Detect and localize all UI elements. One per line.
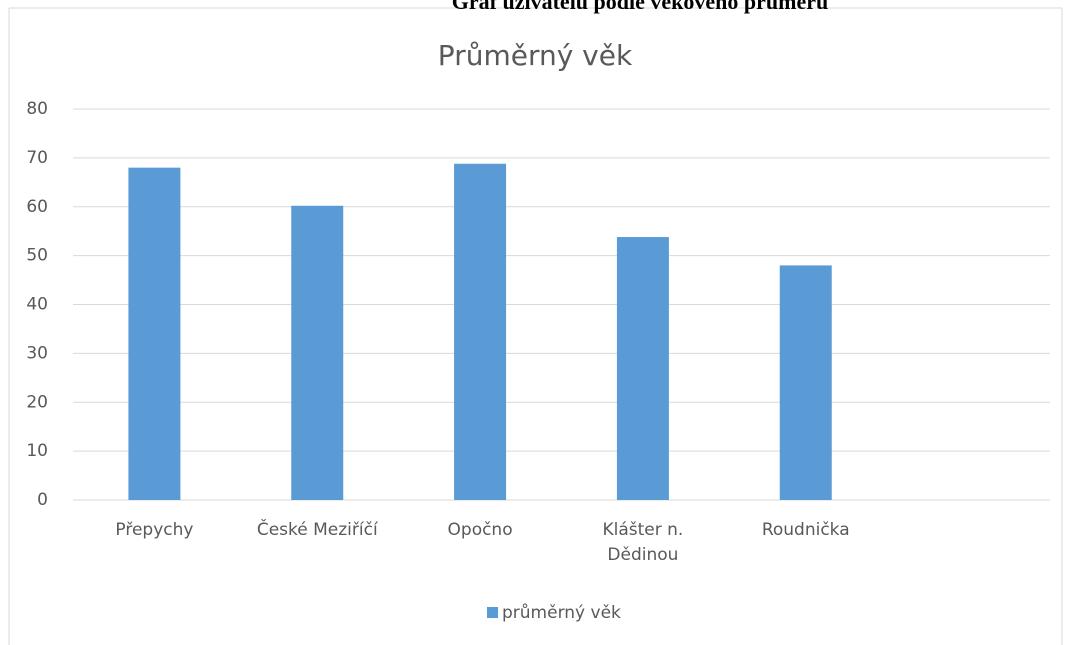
y-tick-label: 40	[26, 295, 48, 315]
x-tick-label: Opočno	[447, 520, 513, 540]
y-tick-label: 10	[26, 441, 48, 461]
legend-label: průměrný věk	[502, 603, 621, 623]
y-tick-label: 0	[37, 490, 48, 510]
bar	[779, 265, 832, 500]
x-tick-label: Přepychy	[115, 520, 194, 540]
y-tick-label: 60	[26, 197, 48, 217]
bar	[291, 205, 344, 500]
bar	[616, 237, 669, 501]
chart-title: Průměrný věk	[438, 39, 633, 72]
y-tick-label: 50	[26, 246, 48, 266]
y-tick-label: 70	[26, 148, 48, 168]
bar	[454, 163, 507, 501]
y-tick-label: 20	[26, 392, 48, 412]
x-tick-label: České Meziříčí	[256, 520, 378, 540]
y-tick-label: 30	[26, 343, 48, 363]
bar	[128, 167, 181, 500]
x-tick-label: Klášter n. Dědinou	[602, 520, 684, 565]
header: Graf uživatelů podle věkového průměru	[452, 0, 828, 14]
legend-swatch	[487, 607, 498, 618]
y-tick-label: 80	[26, 99, 48, 119]
x-tick-label: Roudnička	[761, 520, 850, 540]
